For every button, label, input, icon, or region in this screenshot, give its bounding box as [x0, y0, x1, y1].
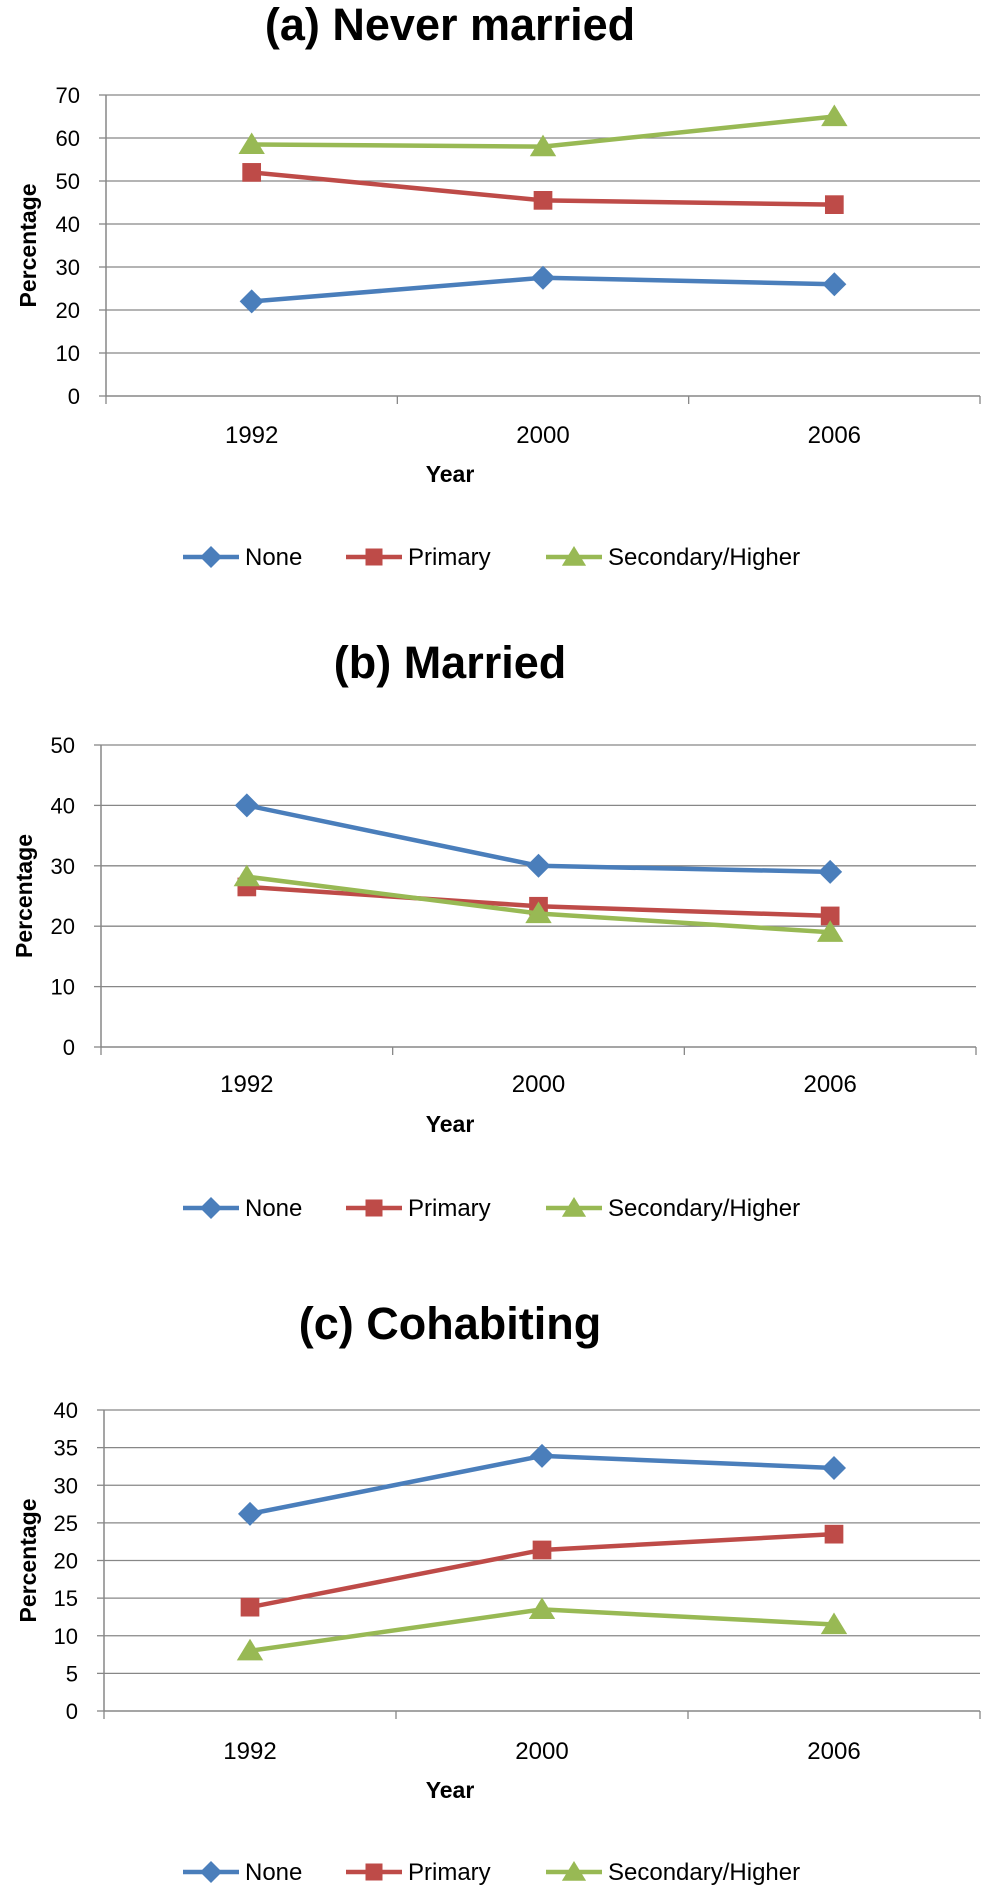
legend-label: Primary [408, 1859, 491, 1886]
data-point [818, 859, 843, 884]
y-tick-label: 20 [54, 1549, 78, 1574]
legend-marker [200, 546, 222, 568]
legend-marker [200, 1197, 222, 1219]
legend-label: None [245, 544, 302, 571]
data-point [530, 1443, 554, 1468]
y-axis-title: Percentage [15, 1498, 41, 1622]
y-tick-label: 70 [56, 83, 80, 108]
data-point [820, 906, 840, 926]
legend-marker [561, 1197, 587, 1217]
data-point [240, 1597, 260, 1617]
y-tick-label: 0 [63, 1035, 75, 1060]
data-point [824, 1524, 844, 1544]
data-point [531, 265, 555, 290]
y-tick-label: 35 [54, 1436, 78, 1461]
x-tick-label: 1992 [223, 1738, 276, 1765]
x-axis-title: Year [426, 1111, 475, 1137]
data-point [529, 134, 557, 157]
y-tick-label: 30 [54, 1473, 78, 1498]
legend-marker [561, 546, 587, 566]
y-tick-label: 50 [56, 169, 80, 194]
y-tick-label: 10 [56, 341, 80, 366]
legend-label: None [245, 1859, 302, 1886]
y-tick-label: 30 [56, 255, 80, 280]
x-tick-label: 2000 [516, 422, 569, 449]
data-point [816, 920, 844, 942]
data-point [236, 1638, 264, 1661]
data-point [824, 195, 844, 214]
x-tick-label: 2006 [807, 1738, 860, 1765]
legend-marker [365, 1199, 383, 1217]
x-tick-label: 1992 [220, 1071, 273, 1098]
legend: None Primary Secondary/Higher [183, 1859, 800, 1886]
chart-title: (a) Never married [265, 0, 635, 50]
data-point [532, 1540, 552, 1560]
legend-marker [561, 1861, 587, 1881]
y-tick-label: 25 [54, 1511, 78, 1536]
chart-panel-2: (b) Married 0 10 20 30 40 50 1992 2000 2006 Year Pe… [11, 637, 977, 1222]
x-tick-label: 2000 [512, 1071, 565, 1098]
chart-panel-3: (c) Cohabiting 0 5 10 15 20 25 30 35 40 1992 2000 20… [15, 1298, 981, 1886]
y-tick-label: 40 [51, 793, 75, 818]
x-axis-title: Year [426, 461, 475, 487]
y-tick-label: 20 [56, 298, 80, 323]
legend-label: Secondary/Higher [608, 544, 800, 571]
legend: None Primary Secondary/Higher [183, 1195, 800, 1222]
data-point [238, 132, 265, 155]
data-point [820, 1612, 848, 1635]
data-point [526, 853, 551, 878]
y-tick-label: 0 [68, 384, 80, 409]
x-tick-label: 2006 [808, 422, 861, 449]
data-point [821, 104, 848, 127]
data-point [233, 864, 261, 887]
y-tick-label: 0 [66, 1699, 78, 1724]
data-point [528, 1597, 556, 1620]
data-point [242, 163, 262, 182]
y-tick-label: 5 [66, 1661, 78, 1686]
legend-label: Primary [408, 544, 491, 571]
y-axis-title: Percentage [11, 834, 37, 958]
data-point [822, 1455, 846, 1480]
legend-marker [365, 1863, 383, 1881]
x-tick-label: 2000 [515, 1738, 568, 1765]
y-tick-label: 10 [51, 975, 75, 1000]
legend-marker [365, 548, 383, 566]
chart-panel-1: (a) Never married 0 10 20 30 40 50 60 70 1992 2000… [15, 0, 981, 571]
legend-label: Primary [408, 1195, 491, 1222]
data-point [533, 191, 553, 210]
chart-title: (c) Cohabiting [299, 1298, 601, 1349]
x-axis-title: Year [426, 1777, 475, 1803]
legend: None Primary Secondary/Higher [183, 544, 800, 571]
legend-marker [200, 1861, 222, 1883]
y-tick-label: 40 [56, 212, 80, 237]
data-point [238, 1501, 262, 1526]
y-axis-title: Percentage [15, 183, 41, 307]
x-tick-label: 2006 [803, 1071, 856, 1098]
x-tick-label: 1992 [225, 422, 278, 449]
legend-label: Secondary/Higher [608, 1859, 800, 1886]
data-point [822, 272, 847, 297]
legend-label: Secondary/Higher [608, 1195, 800, 1222]
data-point [239, 289, 264, 314]
data-point [525, 901, 552, 924]
y-tick-label: 30 [51, 854, 75, 879]
chart-title: (b) Married [334, 637, 567, 688]
y-tick-label: 60 [56, 126, 80, 151]
y-tick-label: 10 [54, 1624, 78, 1649]
legend-label: None [245, 1195, 302, 1222]
y-tick-label: 50 [51, 733, 75, 758]
y-tick-label: 20 [51, 914, 75, 939]
data-point [234, 793, 259, 818]
y-tick-label: 15 [54, 1586, 78, 1611]
y-tick-label: 40 [54, 1398, 78, 1423]
